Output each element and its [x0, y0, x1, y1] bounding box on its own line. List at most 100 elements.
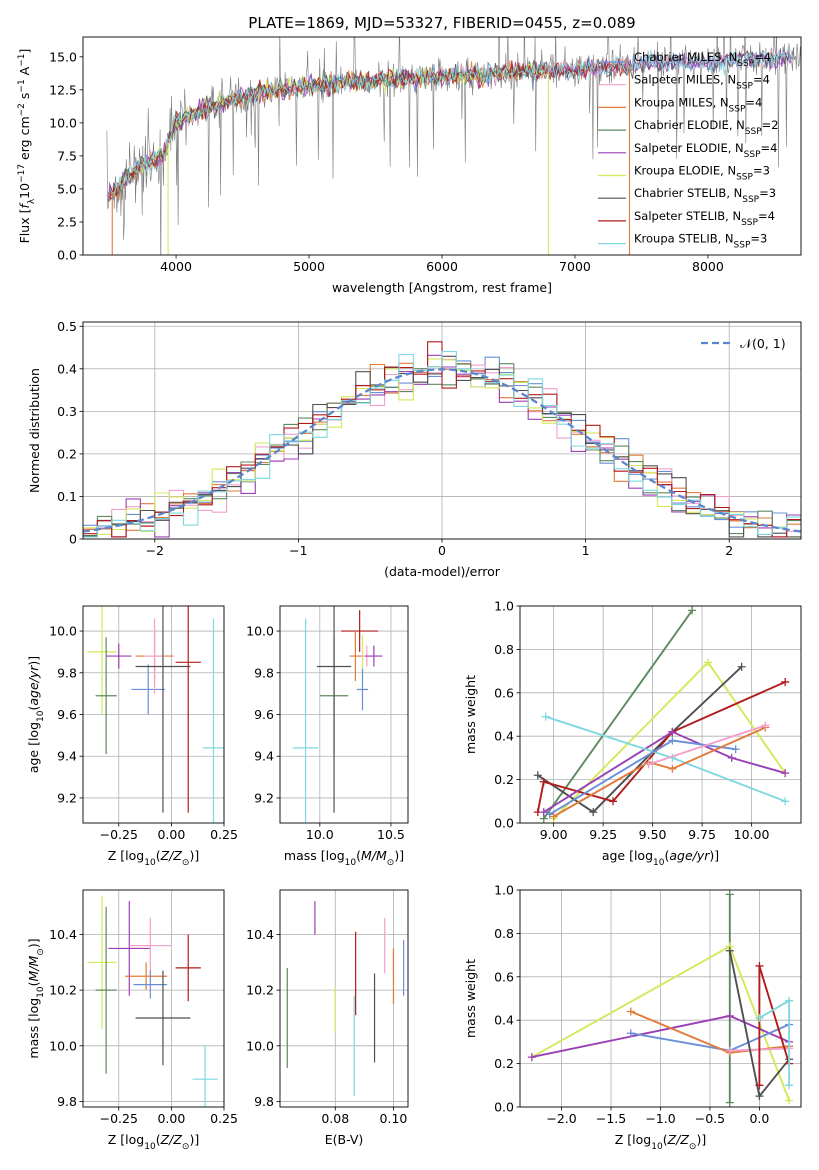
y-axis-label: mass weight — [463, 959, 478, 1038]
text-span: ( — [26, 981, 41, 986]
weight-marker-chabrier-miles — [626, 1029, 635, 1038]
y-tick-label: 2.5 — [57, 214, 77, 229]
y-tick-label: 10.0 — [49, 1038, 77, 1053]
text-span: =3 — [750, 232, 767, 246]
text-span: wavelength [Angstrom, rest frame] — [332, 280, 552, 295]
y-tick-label: 0.2 — [494, 772, 514, 787]
weight-marker-kroupa-miles — [549, 812, 558, 821]
model-fit-kroupa-stelib — [109, 47, 794, 194]
text-span: A — [17, 66, 32, 79]
text-span: mass weight — [463, 675, 478, 754]
y-tick-label: 10.2 — [246, 983, 274, 998]
axes-frame — [519, 605, 802, 824]
text-span: mass [log — [26, 998, 41, 1059]
x-tick-label: 10.5 — [377, 827, 405, 842]
text-span: ( — [26, 706, 41, 711]
y-tick-label: 0.0 — [57, 248, 77, 263]
text-span: 10 — [144, 1142, 156, 1152]
x-tick-label: 0.25 — [210, 1111, 238, 1126]
x-tick-label: 0 — [438, 543, 446, 558]
y-tick-label: 10.0 — [246, 1038, 274, 1053]
text-span: =4 — [745, 95, 762, 109]
grid-group — [280, 890, 408, 1107]
text-span: ] — [17, 49, 32, 54]
frame-group: 0.08 0.10 9.8 10.0 10.2 10.4 E(B-V) — [246, 889, 409, 1147]
text-span: 10 — [144, 858, 156, 868]
y-tick-label: 9.2 — [57, 790, 77, 805]
text-span: age [log — [26, 722, 41, 773]
chart-weight-age: 9.00 9.25 9.50 9.75 10.00 0.0 0.2 0.4 0.6 0.8 1.0 a… — [463, 599, 802, 868]
text-span: ( — [663, 1132, 668, 1147]
text-span: Kroupa ELODIE, N — [634, 164, 736, 178]
y-axis-label: age [log10(age/yr)] — [26, 656, 46, 773]
chart-mass-ebv: 0.08 0.10 9.8 10.0 10.2 10.4 E(B-V) — [246, 889, 409, 1147]
y-axis-label: mass weight — [463, 675, 478, 754]
text-span: M/M — [361, 848, 387, 863]
plot-area — [83, 341, 801, 538]
weight-line-kroupa-miles — [553, 726, 766, 818]
text-span: −1 — [17, 79, 27, 92]
weight-marker-chabrier-stelib — [725, 946, 734, 955]
x-tick-label: 10.0 — [306, 827, 334, 842]
text-span: Normed distribution — [27, 368, 42, 493]
text-span: age/yr — [669, 848, 710, 863]
y-tick-label: 0.8 — [494, 642, 514, 657]
text-span: ( — [664, 848, 669, 863]
text-span: Z [log — [108, 848, 144, 863]
weight-marker-kroupa-stelib — [785, 996, 794, 1005]
frame-group: 9.00 9.25 9.50 9.75 10.00 0.0 0.2 0.4 0.6 0.8 1.0 a… — [463, 599, 802, 868]
text-span: λ — [27, 198, 37, 204]
weight-marker-salpeter-elodie — [727, 753, 736, 762]
weight-marker-kroupa-elodie — [785, 1096, 794, 1105]
text-span: Salpeter STELIB, N — [634, 209, 741, 223]
x-tick-label: −0.25 — [100, 1111, 138, 1126]
y-tick-label: 10.2 — [49, 983, 77, 998]
y-tick-label: 0.0 — [494, 1100, 514, 1115]
y-tick-label: 10.0 — [49, 624, 77, 639]
axes-frame — [82, 605, 225, 824]
axes-frame — [82, 36, 802, 256]
x-tick-label: 7000 — [559, 259, 591, 274]
y-axis-label: mass [log10(M/M⊙)] — [26, 938, 46, 1058]
text-span: SSP — [736, 82, 753, 92]
text-span: Z/Z — [667, 1132, 690, 1147]
y-tick-label: 10.4 — [246, 927, 274, 942]
y-tick-label: 10.0 — [49, 115, 77, 130]
y-axis-label: Normed distribution — [27, 368, 42, 493]
text-span: SSP — [745, 127, 762, 137]
plot-area — [106, 37, 801, 255]
axes-frame — [82, 321, 802, 540]
weight-marker-chabrier-elodie — [725, 890, 734, 899]
y-tick-label: 0.8 — [494, 926, 514, 941]
text-span: )] — [189, 848, 199, 863]
y-tick-label: 9.4 — [254, 749, 274, 764]
legend: 𝒩(0, 1) — [701, 336, 786, 351]
weight-marker-chabrier-elodie — [688, 606, 697, 615]
axes-frame — [279, 605, 409, 824]
text-span: mass weight — [463, 959, 478, 1038]
legend-label-kroupa-stelib: Kroupa STELIB, NSSP=3 — [634, 232, 767, 251]
text-span: =3 — [759, 186, 776, 200]
normal-curve — [83, 368, 801, 533]
text-span: erg cm — [17, 116, 32, 164]
text-span: ⊙ — [36, 948, 46, 956]
x-tick-label: 0.0 — [749, 1111, 769, 1126]
x-tick-label: 0.00 — [157, 1111, 185, 1126]
x-axis-label: mass [log10(M/M⊙)] — [284, 848, 404, 868]
x-tick-label: 4000 — [160, 259, 192, 274]
text-span: 10 — [653, 858, 665, 868]
text-span: ( — [156, 1132, 161, 1147]
chart-residuals: −2 −1 0 1 2 0 0.1 0.2 0.3 0.4 0.5 (data-model)/erro… — [27, 319, 802, 579]
grid-group — [280, 606, 408, 823]
y-tick-label: 0.5 — [57, 319, 77, 334]
weight-marker-kroupa-stelib — [541, 712, 550, 721]
text-span: 10 — [651, 1142, 663, 1152]
text-span: Z [log — [108, 1132, 144, 1147]
text-span: Chabrier MILES, N — [634, 50, 737, 64]
weight-line-salpeter-elodie — [543, 730, 786, 813]
legend-label-salpeter-elodie: Salpeter ELODIE, NSSP=4 — [634, 141, 777, 160]
y-tick-label: 0 — [69, 532, 77, 547]
y-tick-label: 0.4 — [57, 361, 77, 376]
legend-label-kroupa-miles: Kroupa MILES, NSSP=4 — [634, 95, 762, 114]
y-tick-label: 7.5 — [57, 148, 77, 163]
